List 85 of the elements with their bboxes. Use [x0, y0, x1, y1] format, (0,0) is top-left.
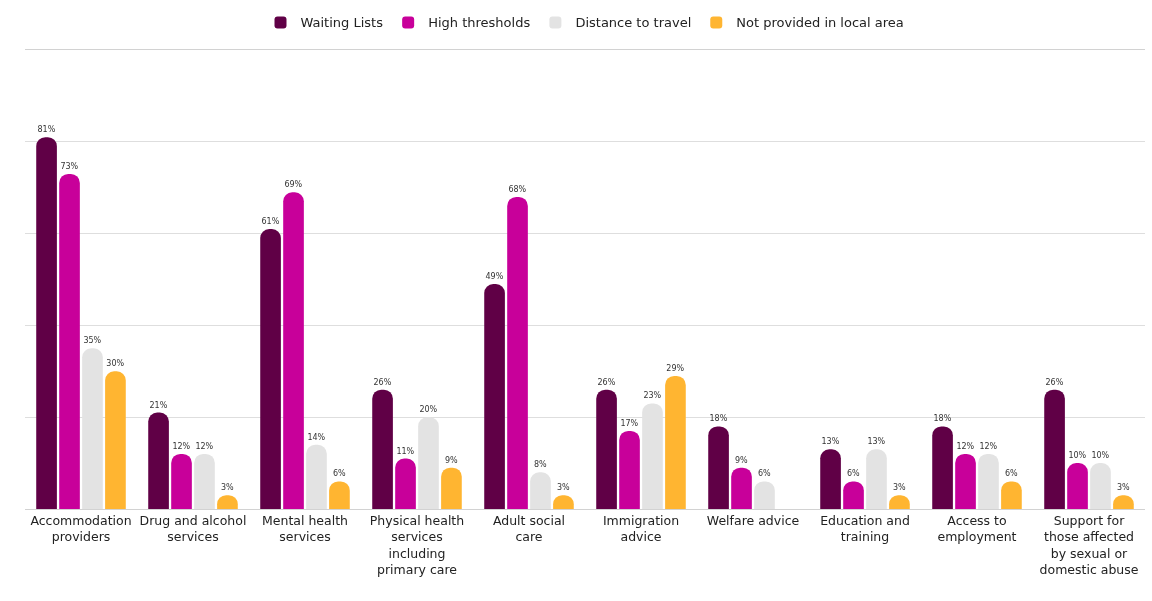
data-label: 13% — [821, 437, 840, 447]
data-label: 26% — [373, 377, 392, 387]
bar — [731, 467, 752, 509]
x-tick-label: Welfare advice — [706, 513, 800, 528]
legend-label: Distance to travel — [575, 15, 692, 31]
data-label: 69% — [284, 180, 303, 190]
bar — [329, 481, 350, 509]
bar — [395, 458, 416, 509]
x-tick-label: Immigration advice — [602, 513, 680, 545]
data-label: 9% — [444, 455, 458, 465]
data-label: 6% — [757, 469, 772, 479]
bar — [708, 426, 729, 509]
bar — [978, 453, 999, 509]
bar — [619, 430, 640, 509]
bar — [754, 481, 775, 509]
x-tick-label: Drug and alcohol services — [139, 513, 247, 545]
data-label: 8% — [533, 460, 548, 470]
legend-label: High thresholds — [428, 15, 531, 31]
bar — [484, 284, 505, 509]
data-label: 35% — [83, 336, 102, 346]
bar — [260, 229, 281, 509]
data-label: 12% — [979, 441, 998, 451]
bar — [283, 192, 304, 509]
bar — [843, 481, 864, 509]
bar — [665, 375, 686, 509]
bar — [171, 453, 192, 509]
data-label: 18% — [709, 414, 728, 424]
legend-label: Not provided in local area — [736, 15, 904, 31]
bar — [59, 173, 80, 509]
x-tick-label: Access to employment — [937, 513, 1017, 545]
data-label: 61% — [261, 217, 280, 227]
data-label: 30% — [106, 359, 125, 369]
bar — [148, 412, 169, 509]
bar — [1044, 389, 1065, 509]
bar — [1001, 481, 1022, 509]
x-tick-label: Accommodation providers — [30, 513, 132, 545]
bar — [105, 371, 126, 509]
data-label: 68% — [508, 184, 527, 194]
x-tick-label: Physical health services including primary care — [369, 513, 465, 577]
data-label: 10% — [1068, 451, 1087, 461]
bar — [596, 389, 617, 509]
data-label: 9% — [734, 455, 749, 465]
data-label: 18% — [933, 414, 952, 424]
data-label: 49% — [485, 272, 504, 282]
x-tick-label: Adult social care — [492, 513, 566, 545]
x-tick-label: Mental health services — [262, 513, 348, 545]
bar — [372, 389, 393, 509]
bar — [36, 137, 57, 509]
bar — [306, 444, 327, 509]
data-label: 11% — [396, 446, 415, 456]
data-label: 81% — [37, 125, 56, 135]
data-label: 17% — [620, 418, 639, 428]
data-label: 73% — [60, 161, 79, 171]
data-label: 21% — [149, 400, 168, 410]
data-label: 26% — [1045, 377, 1064, 387]
data-label: 3% — [1116, 483, 1130, 493]
data-label: 26% — [597, 377, 616, 387]
data-label: 3% — [220, 483, 234, 493]
data-label: 12% — [195, 441, 214, 451]
bar — [194, 453, 215, 509]
data-label: 13% — [867, 437, 886, 447]
data-label: 29% — [666, 363, 685, 373]
bar — [866, 449, 887, 509]
bar — [441, 467, 462, 509]
data-label: 12% — [956, 441, 975, 451]
bar — [955, 453, 976, 509]
data-label: 20% — [419, 405, 438, 415]
data-label: 23% — [643, 391, 662, 401]
data-label: 10% — [1091, 451, 1110, 461]
bar — [1090, 463, 1111, 509]
data-label: 6% — [332, 469, 346, 479]
x-tick-label: Education and training — [820, 513, 910, 545]
data-label: 6% — [846, 469, 861, 479]
data-label: 3% — [556, 483, 570, 493]
bar — [932, 426, 953, 509]
data-label: 14% — [307, 432, 326, 442]
legend-label: Waiting Lists — [300, 15, 384, 31]
data-label: 6% — [1004, 469, 1018, 479]
x-tick-label: Support for those affected by sexual or domestic abuse — [1039, 513, 1139, 577]
bar — [507, 196, 528, 509]
data-label: 12% — [172, 441, 191, 451]
bar — [820, 449, 841, 509]
bar — [530, 472, 551, 509]
bar — [1067, 463, 1088, 509]
data-label: 3% — [892, 483, 906, 493]
